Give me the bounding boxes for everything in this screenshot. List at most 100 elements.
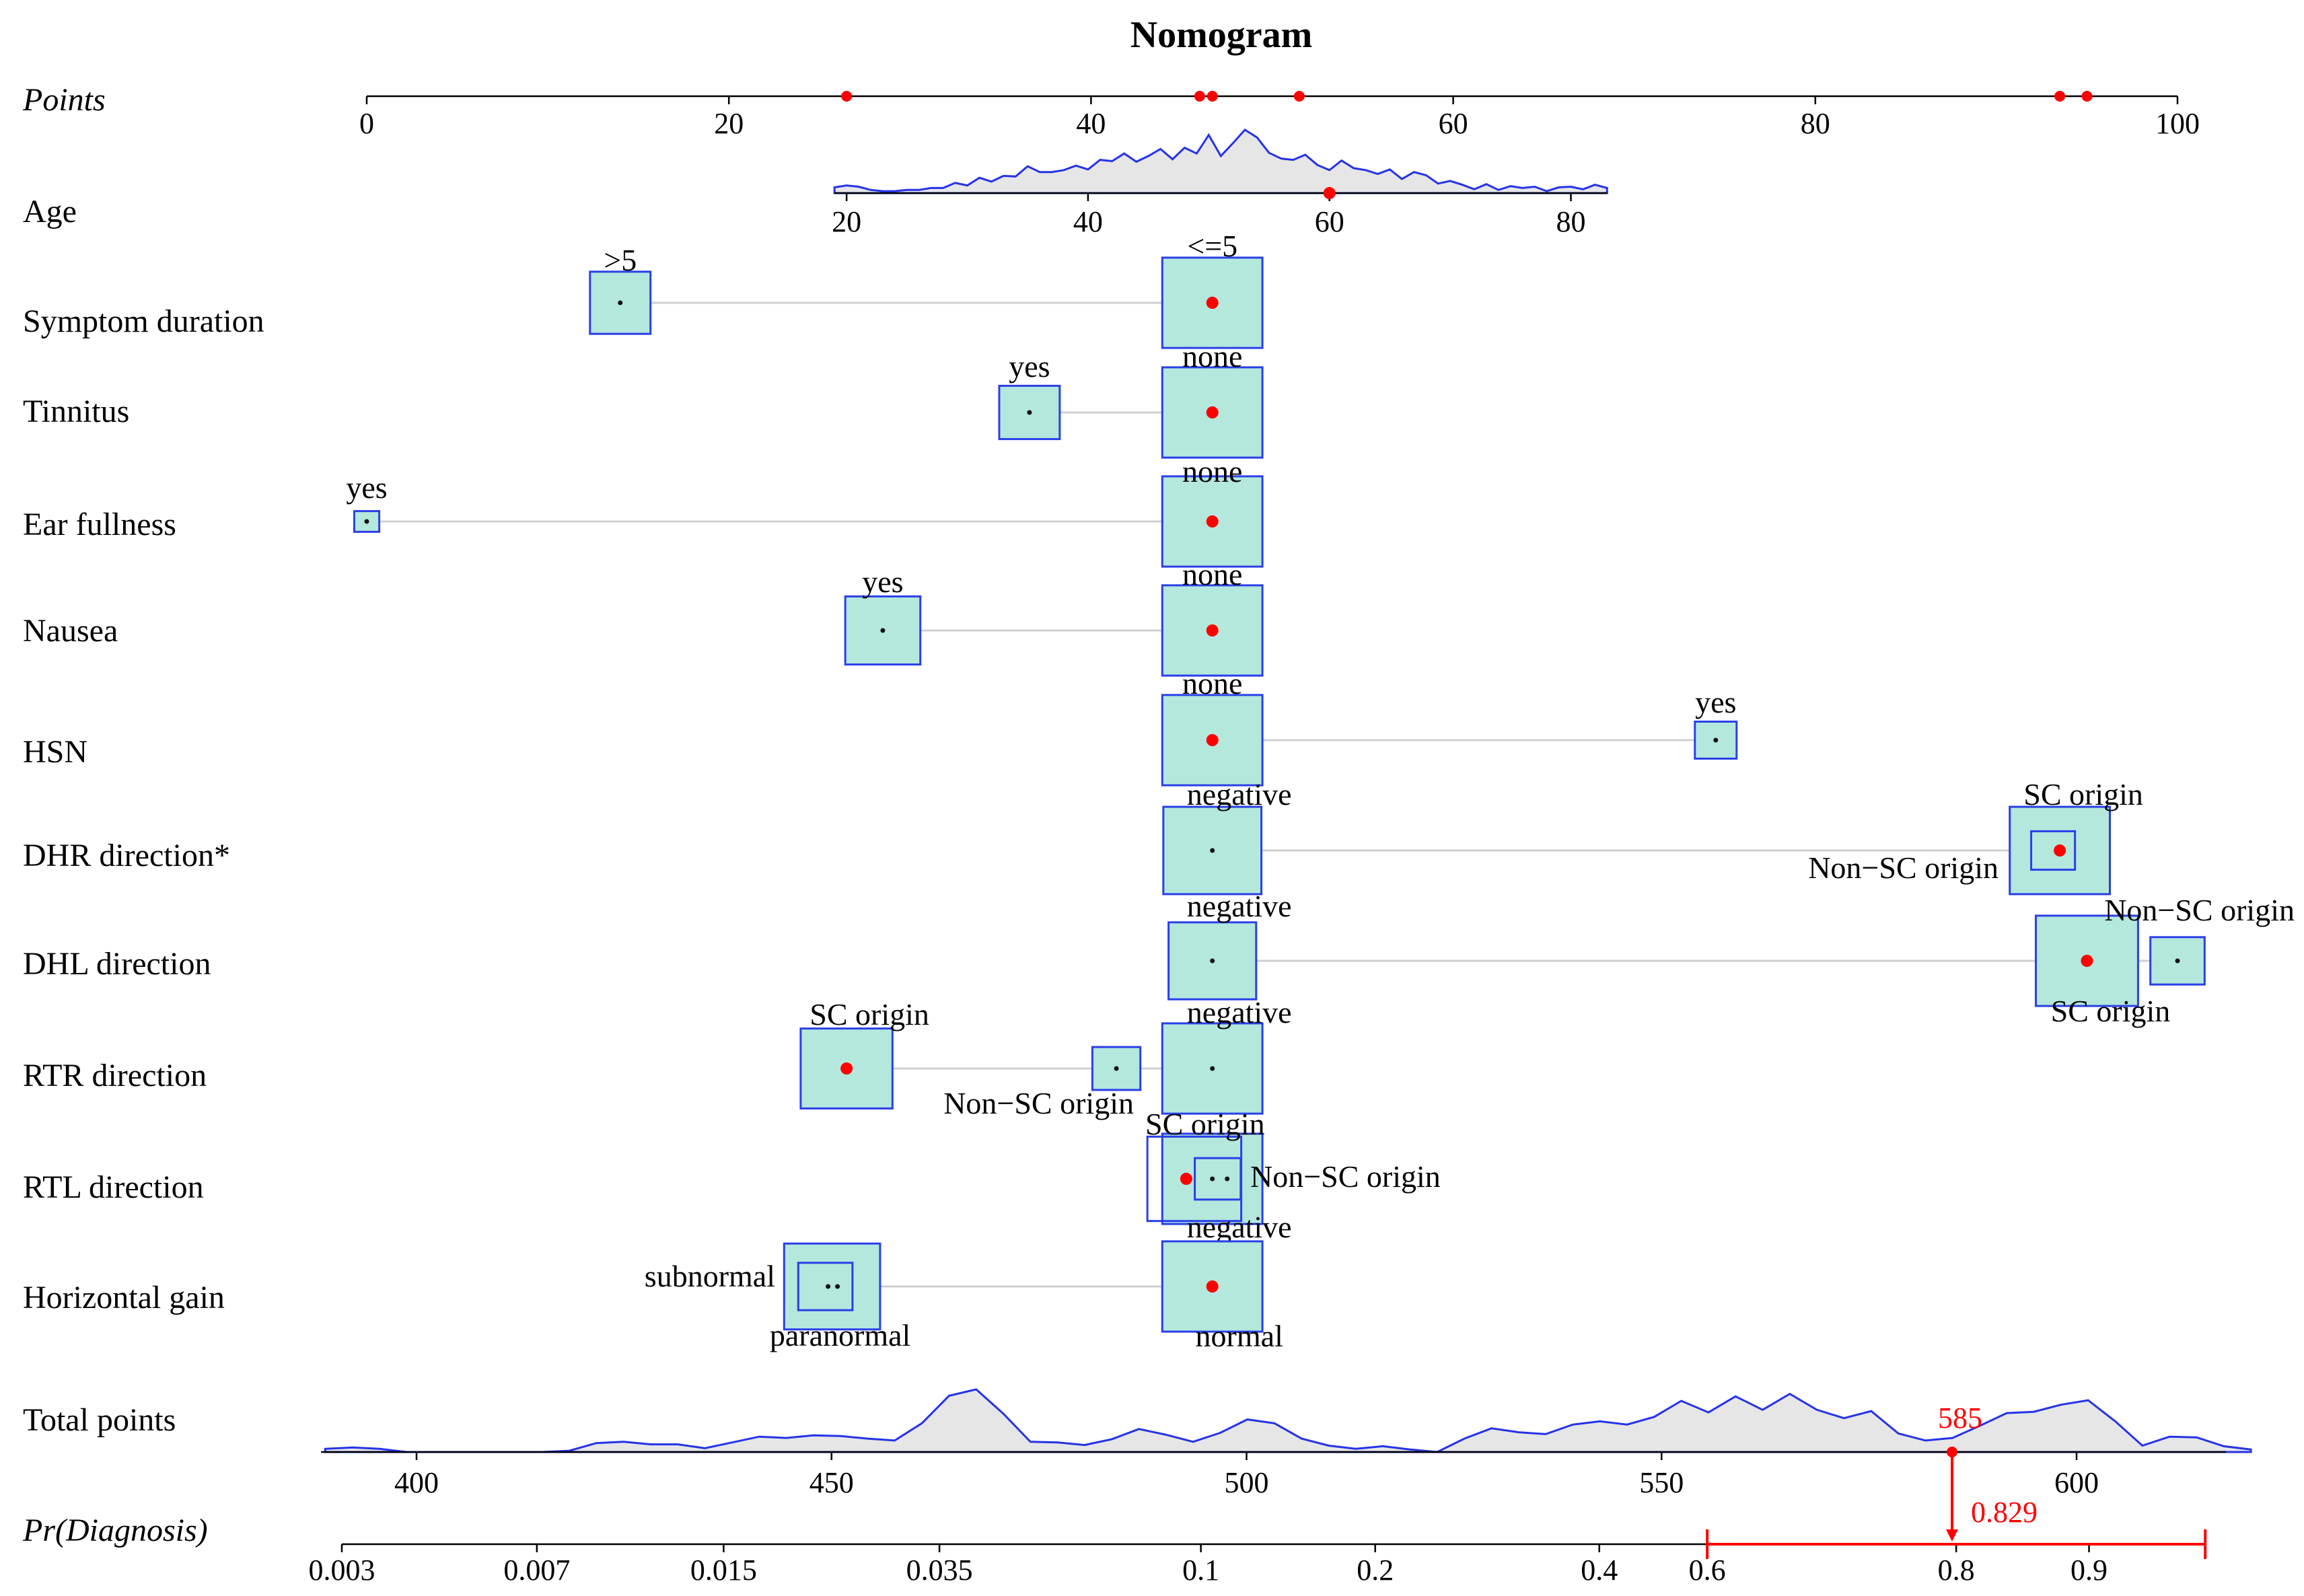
category-dot-dhl-direction-2 <box>2175 958 2180 964</box>
category-dot-dhl-direction-0 <box>1210 958 1215 964</box>
row-label-hsn: HSN <box>23 734 87 770</box>
points-tick-label-0: 0 <box>359 107 374 140</box>
selected-marker-rtr-direction <box>840 1062 853 1075</box>
total-points-tick-label-600: 600 <box>2054 1466 2099 1499</box>
category-dot-horizontal-gain-0 <box>826 1284 831 1289</box>
total-points-tick-label-550: 550 <box>1639 1466 1684 1499</box>
age-label: Age <box>23 194 77 229</box>
prediction-arrow <box>1945 1529 1958 1541</box>
probability-tick-label-0: 0.003 <box>308 1554 375 1587</box>
category-dot-ear-fullness-0 <box>364 519 369 524</box>
category-label-tinnitus-0: yes <box>1009 349 1050 384</box>
category-label-dhr-direction-2: Non−SC origin <box>1808 850 1999 885</box>
points-tick-label-20: 20 <box>714 107 744 140</box>
age-selected-marker <box>1323 187 1336 199</box>
row-label-symptom-duration: Symptom duration <box>23 303 264 339</box>
category-label-dhl-direction-1: SC origin <box>2051 994 2171 1028</box>
probability-tick-label-7: 0.6 <box>1689 1554 1726 1587</box>
category-label-ear-fullness-1: none <box>1182 454 1242 488</box>
probability-tick-label-8: 0.8 <box>1938 1554 1975 1587</box>
category-label-nausea-0: yes <box>862 565 903 599</box>
row-label-dhr-direction: DHR direction* <box>23 838 230 873</box>
row-label-horizontal-gain: Horizontal gain <box>23 1280 225 1315</box>
category-label-ear-fullness-0: yes <box>346 470 387 505</box>
category-dot-tinnitus-0 <box>1027 410 1032 415</box>
probability-tick-label-1: 0.007 <box>503 1554 570 1587</box>
selected-marker-rtl-direction <box>1180 1173 1192 1185</box>
total-points-selected-label: 585 <box>1938 1402 1982 1435</box>
points-tick-label-80: 80 <box>1801 107 1830 140</box>
category-label-rtr-direction-1: Non−SC origin <box>943 1086 1134 1120</box>
category-label-symptom-duration-0: >5 <box>604 243 637 277</box>
category-label-rtl-direction-2: negative <box>1187 1210 1292 1244</box>
category-label-rtl-direction-1: Non−SC origin <box>1250 1159 1441 1194</box>
points-marker-4 <box>2054 91 2066 102</box>
age-tick-label-20: 20 <box>832 205 861 238</box>
category-dot-rtl-direction-1 <box>1225 1176 1230 1182</box>
category-dot-rtr-direction-2 <box>1210 1066 1215 1071</box>
points-marker-5 <box>2081 91 2093 102</box>
category-label-horizontal-gain-1: paranormal <box>770 1318 910 1352</box>
points-tick-label-40: 40 <box>1076 107 1106 140</box>
row-label-dhl-direction: DHL direction <box>23 946 211 982</box>
points-marker-0 <box>841 91 853 102</box>
selected-marker-nausea <box>1206 624 1219 637</box>
probability-tick-label-9: 0.9 <box>2071 1554 2108 1587</box>
category-label-nausea-1: none <box>1182 557 1242 591</box>
category-dot-horizontal-gain-1 <box>835 1284 840 1289</box>
category-label-dhr-direction-0: negative <box>1187 777 1292 811</box>
category-label-horizontal-gain-2: normal <box>1196 1319 1283 1353</box>
category-label-dhr-direction-1: SC origin <box>2023 777 2143 811</box>
row-label-ear-fullness: Ear fullness <box>23 507 176 542</box>
row-label-rtl-direction: RTL direction <box>23 1169 204 1205</box>
row-label-nausea: Nausea <box>23 613 118 649</box>
probability-tick-label-4: 0.1 <box>1182 1554 1219 1587</box>
age-tick-label-80: 80 <box>1556 205 1586 238</box>
category-label-symptom-duration-1: <=5 <box>1187 229 1237 263</box>
category-label-rtr-direction-0: SC origin <box>809 997 929 1031</box>
category-label-hsn-0: none <box>1182 666 1242 700</box>
probability-tick-label-3: 0.035 <box>906 1554 973 1587</box>
age-density-curve <box>833 128 1608 194</box>
category-dot-nausea-0 <box>880 628 886 633</box>
row-label-rtr-direction: RTR direction <box>23 1058 207 1093</box>
points-marker-1 <box>1194 91 1205 102</box>
category-box-horizontal-gain-0 <box>797 1262 854 1311</box>
category-label-dhl-direction-0: negative <box>1187 889 1292 923</box>
total-points-tick-label-400: 400 <box>394 1466 439 1499</box>
selected-marker-tinnitus <box>1206 406 1219 419</box>
category-dot-dhr-direction-0 <box>1210 848 1215 853</box>
row-label-tinnitus: Tinnitus <box>23 394 129 429</box>
selected-marker-ear-fullness <box>1206 515 1219 528</box>
category-label-hsn-1: yes <box>1695 685 1736 719</box>
total-points-density-curve <box>324 1388 2252 1453</box>
age-tick-label-60: 60 <box>1315 205 1344 238</box>
chart-title: Nomogram <box>1130 14 1313 56</box>
category-dot-rtr-direction-1 <box>1114 1066 1119 1071</box>
selected-marker-hsn <box>1206 734 1219 746</box>
probability-axis-label: Pr(Diagnosis) <box>22 1513 208 1548</box>
category-box-dhr-direction-2 <box>2030 830 2077 871</box>
category-dot-hsn-1 <box>1713 737 1719 743</box>
probability-tick-label-2: 0.015 <box>690 1554 757 1587</box>
total-points-tick-label-500: 500 <box>1225 1466 1269 1499</box>
predicted-probability-label: 0.829 <box>1971 1496 2038 1529</box>
points-axis-label: Points <box>22 82 106 118</box>
total-points-tick-label-450: 450 <box>809 1466 854 1499</box>
category-box-rtl-direction-1 <box>1194 1157 1242 1201</box>
points-marker-2 <box>1207 91 1218 102</box>
points-marker-3 <box>1293 91 1305 102</box>
selected-marker-horizontal-gain <box>1206 1280 1219 1293</box>
points-tick-label-60: 60 <box>1439 107 1468 140</box>
probability-tick-label-5: 0.2 <box>1357 1554 1394 1587</box>
category-dot-symptom-duration-0 <box>618 300 623 305</box>
age-tick-label-40: 40 <box>1073 205 1103 238</box>
category-label-tinnitus-1: none <box>1182 339 1242 373</box>
probability-tick-label-6: 0.4 <box>1581 1554 1618 1587</box>
category-label-rtl-direction-0: SC origin <box>1145 1107 1265 1141</box>
selected-marker-symptom-duration <box>1206 297 1219 309</box>
category-dot-rtl-direction-2 <box>1210 1176 1215 1182</box>
selected-marker-dhl-direction <box>2081 955 2093 967</box>
category-label-horizontal-gain-0: subnormal <box>645 1259 775 1293</box>
total-points-label: Total points <box>23 1402 176 1438</box>
